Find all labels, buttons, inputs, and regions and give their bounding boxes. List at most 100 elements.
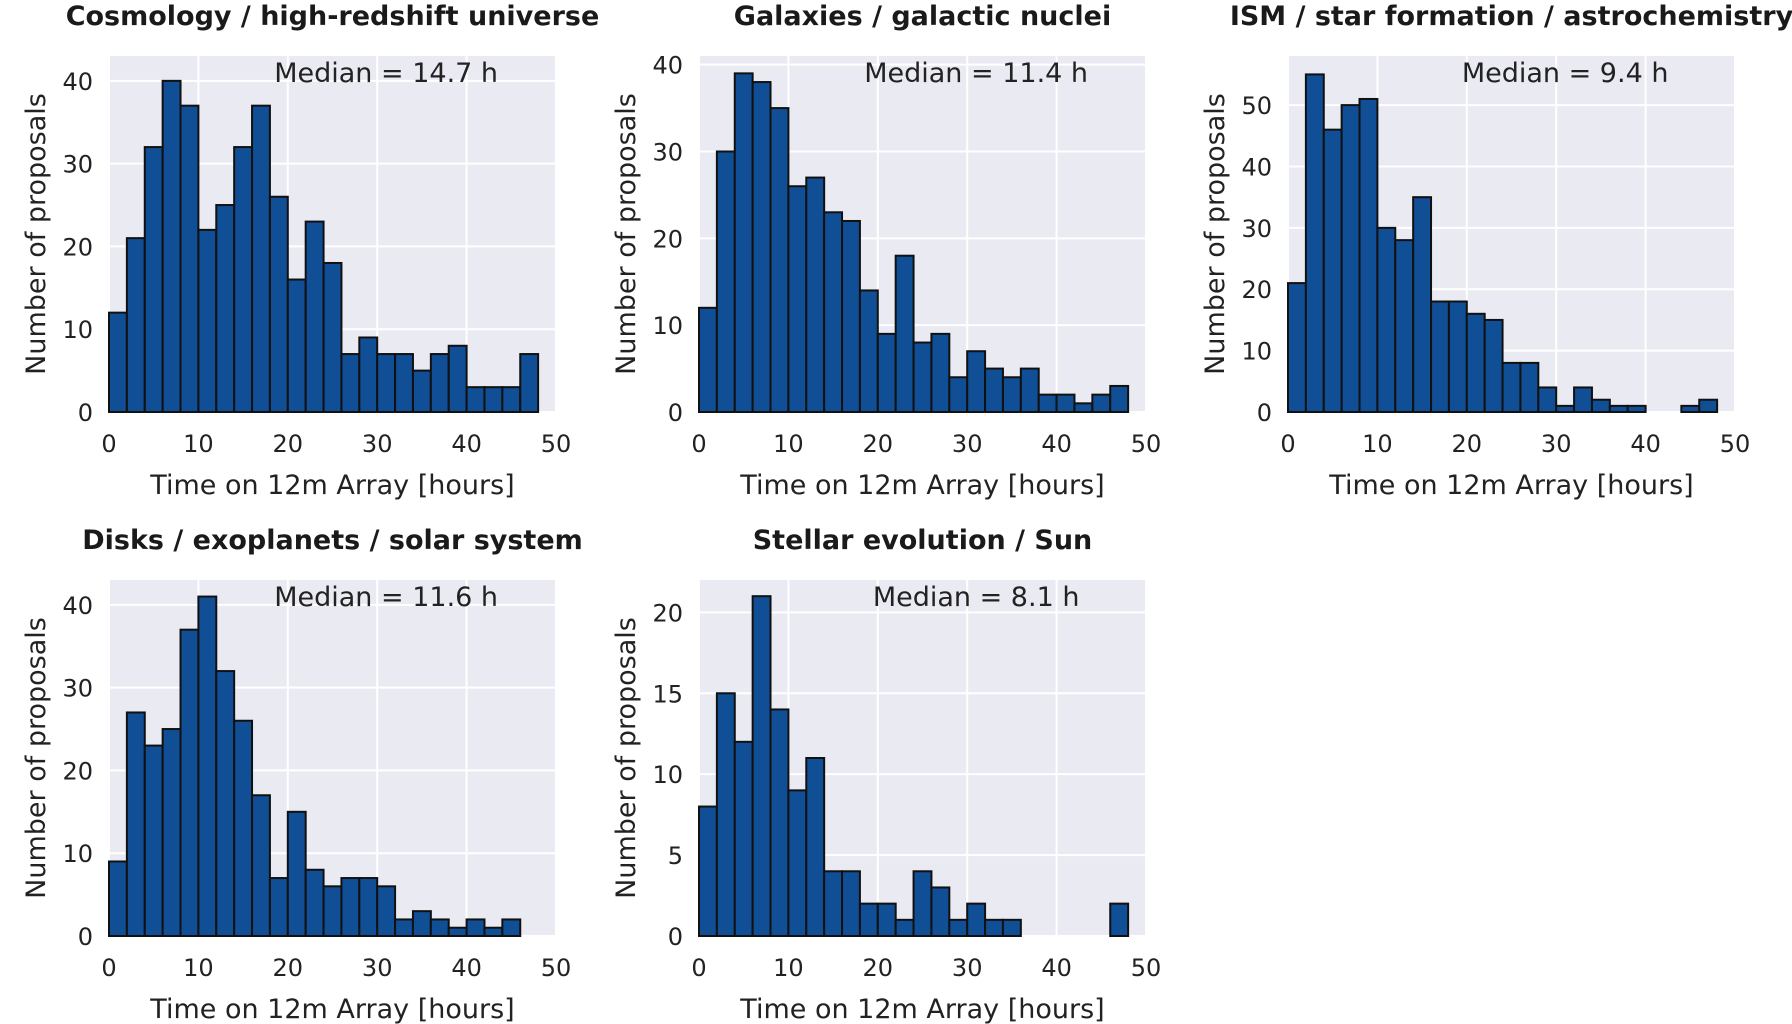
y-tick-label: 20 [652, 599, 683, 627]
x-tick-label: 50 [1131, 954, 1162, 982]
median-annotation: Median = 11.6 h [274, 582, 498, 613]
histogram-bar [108, 860, 128, 937]
histogram-bar [1483, 318, 1504, 413]
histogram-panel-1: 0 10 20 30 40 50 0 10 20 30 40 Cosmology / high-red… [21, 1, 599, 501]
histogram-bar [1590, 398, 1611, 414]
y-tick-label: 20 [62, 233, 93, 261]
histogram-bar [966, 902, 987, 937]
y-tick-label: 40 [1241, 153, 1272, 181]
histogram-bar [894, 918, 915, 937]
y-tick-label: 0 [668, 923, 683, 951]
y-tick-label: 20 [62, 757, 93, 785]
x-tick-label: 40 [1041, 954, 1072, 982]
y-tick-label: 10 [1241, 338, 1272, 366]
x-tick-label: 10 [183, 954, 214, 982]
y-tick-label: 0 [78, 399, 93, 427]
histogram-bar [1608, 404, 1629, 413]
histogram-bar [1055, 393, 1076, 414]
histogram-bar [411, 910, 432, 937]
x-tick-label: 50 [541, 954, 572, 982]
histogram-bar [519, 353, 540, 413]
histogram-bar [1358, 97, 1379, 413]
y-tick-label: 30 [1241, 215, 1272, 243]
histogram-bar [876, 902, 897, 937]
histogram-bar [1287, 282, 1307, 413]
histogram-bar [179, 628, 200, 938]
x-tick-label: 50 [541, 430, 572, 458]
chart-title: Galaxies / galactic nuclei [734, 1, 1111, 32]
x-tick-label: 0 [691, 954, 706, 982]
y-tick-label: 40 [62, 68, 93, 96]
histogram-bar [858, 902, 879, 937]
histogram-bar [161, 728, 182, 937]
x-axis-label: Time on 12m Array [hours] [739, 994, 1104, 1024]
x-tick-label: 40 [1041, 430, 1072, 458]
histogram-bar [1555, 404, 1576, 413]
histogram-bar [1109, 902, 1130, 937]
median-annotation: Median = 8.1 h [873, 582, 1080, 613]
histogram-bar [268, 195, 289, 413]
x-tick-label: 0 [101, 430, 116, 458]
histogram-bar [1412, 196, 1433, 413]
x-axis-label: Time on 12m Array [hours] [1328, 470, 1693, 501]
y-axis-label: Number of proposals [1200, 93, 1231, 375]
histogram-bar [769, 107, 790, 413]
histogram-bar [1430, 300, 1450, 413]
x-tick-label: 20 [273, 430, 304, 458]
histogram-bar [1447, 300, 1468, 413]
x-tick-label: 10 [1362, 430, 1393, 458]
histogram-bar [215, 670, 236, 937]
histogram-bar [1109, 384, 1130, 414]
y-axis-label: Number of proposals [21, 617, 52, 899]
y-tick-label: 15 [652, 680, 683, 708]
histogram-bar [1091, 393, 1112, 414]
x-tick-label: 30 [952, 430, 983, 458]
y-tick-label: 30 [652, 139, 683, 167]
histogram-bar [465, 918, 486, 937]
x-tick-label: 30 [1541, 430, 1572, 458]
chart-title: ISM / star formation / astrochemistry [1230, 1, 1792, 32]
x-tick-label: 0 [691, 430, 706, 458]
histogram-bar [429, 918, 450, 937]
histogram-bar [376, 353, 397, 413]
y-tick-label: 20 [1241, 276, 1272, 304]
x-tick-label: 0 [1280, 430, 1295, 458]
histogram-bar [322, 885, 343, 937]
histogram-bar [304, 868, 325, 938]
histogram-bar [823, 211, 844, 413]
histogram-bar [411, 369, 432, 413]
x-tick-label: 30 [362, 430, 393, 458]
y-axis-label: Number of proposals [611, 93, 642, 375]
histogram-bar [715, 692, 736, 937]
histogram-bar [1376, 226, 1397, 413]
y-tick-label: 0 [78, 923, 93, 951]
histogram-bar [179, 104, 200, 414]
histogram-bar [858, 289, 879, 413]
y-tick-label: 10 [62, 840, 93, 868]
histogram-bar [429, 353, 450, 413]
histogram-bar [733, 740, 754, 937]
x-tick-label: 10 [183, 430, 214, 458]
histogram-bar [358, 336, 379, 413]
x-tick-label: 20 [863, 954, 894, 982]
histogram-bar [483, 926, 504, 938]
y-axis-label: Number of proposals [611, 617, 642, 899]
histogram-bar [1304, 73, 1325, 414]
histogram-bar [340, 353, 361, 413]
histogram-bar [930, 886, 951, 937]
histogram-bar [233, 719, 254, 938]
histogram-bar [1001, 376, 1022, 413]
histogram-bar [876, 332, 897, 414]
chart-title: Cosmology / high-redshift universe [66, 1, 600, 32]
histogram-bar [465, 386, 486, 413]
x-tick-label: 20 [863, 430, 894, 458]
x-tick-label: 0 [101, 954, 116, 982]
histogram-bar [912, 870, 933, 937]
x-tick-label: 40 [1630, 430, 1661, 458]
median-annotation: Median = 9.4 h [1462, 58, 1669, 89]
x-tick-label: 30 [952, 954, 983, 982]
histogram-bar [787, 185, 808, 413]
histogram-bar [1322, 128, 1343, 413]
histogram-bar [715, 150, 736, 413]
